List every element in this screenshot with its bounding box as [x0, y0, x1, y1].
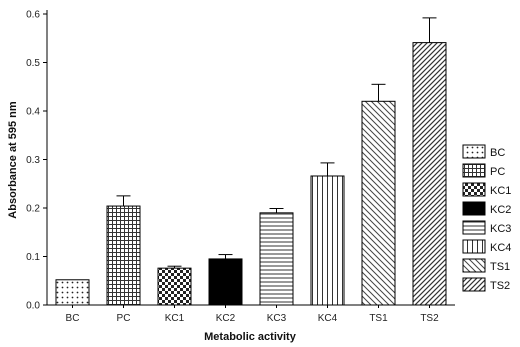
y-tick-label: 0.2 [26, 204, 40, 215]
legend-label-bc: BC [490, 147, 505, 159]
legend-label-ts2: TS2 [490, 280, 510, 292]
legend: BC PC KC1 KC2 KC3 KC4 TS1 TS2 [462, 144, 511, 292]
legend-swatch-bc [462, 144, 486, 159]
legend-swatch-kc4 [462, 239, 486, 254]
y-tick-label: 0.0 [26, 301, 40, 312]
legend-swatch-ts2 [462, 277, 486, 292]
y-tick-label: 0.4 [26, 107, 40, 118]
bar-kc1 [157, 267, 192, 306]
legend-swatch-kc1 [462, 182, 486, 197]
bar-pc [106, 205, 141, 306]
x-tick-label-ts2: TS2 [420, 313, 439, 324]
legend-swatch-kc2 [462, 201, 486, 216]
y-tick-label: 0.3 [26, 155, 40, 166]
bar-ts1 [361, 100, 396, 306]
x-tick-label-kc4: KC4 [318, 313, 338, 324]
y-tick-label: 0.1 [26, 252, 40, 263]
x-tick-label-pc: PC [117, 313, 131, 324]
y-axis-title: Absorbance at 595 nm [7, 101, 19, 219]
x-axis-title: Metabolic activity [204, 331, 297, 343]
x-tick-label-kc3: KC3 [267, 313, 287, 324]
bar-kc2 [208, 258, 243, 306]
plot-area: 0.0 0.1 0.2 0.3 0.4 0.5 0.6 BC PC KC1 KC2 KC3 KC4 TS1… [26, 10, 455, 324]
legend-swatch-kc3 [462, 220, 486, 235]
x-tick-label-bc: BC [66, 313, 80, 324]
legend-label-kc4: KC4 [490, 242, 511, 254]
legend-label-ts1: TS1 [490, 261, 510, 273]
legend-label-pc: PC [490, 166, 505, 178]
legend-label-kc3: KC3 [490, 223, 511, 235]
bar-kc4 [310, 175, 345, 306]
x-tick-label-ts1: TS1 [369, 313, 388, 324]
y-tick-label: 0.5 [26, 58, 40, 69]
x-tick-label-kc2: KC2 [216, 313, 236, 324]
y-tick-label: 0.6 [26, 10, 40, 21]
legend-swatch-pc [462, 163, 486, 178]
bar-kc3 [259, 212, 294, 306]
bar-ts2 [412, 42, 447, 306]
legend-label-kc2: KC2 [490, 204, 511, 216]
legend-label-kc1: KC1 [490, 185, 511, 197]
bar-bc [55, 279, 90, 306]
legend-swatch-ts1 [462, 258, 486, 273]
x-tick-label-kc1: KC1 [165, 313, 185, 324]
